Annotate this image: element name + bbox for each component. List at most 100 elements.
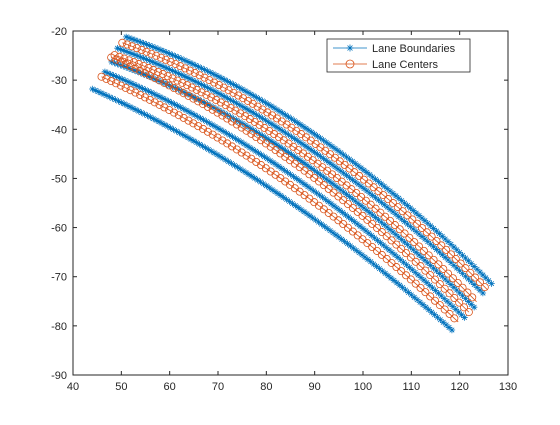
- asterisk-marker: [104, 69, 111, 77]
- asterisk-marker: [415, 230, 423, 238]
- asterisk-marker: [212, 72, 220, 79]
- circle-marker: [413, 219, 422, 228]
- circle-marker: [185, 66, 194, 75]
- asterisk-marker: [426, 282, 433, 289]
- asterisk-marker: [322, 196, 329, 203]
- circle-marker: [339, 196, 348, 205]
- asterisk-marker: [140, 40, 147, 47]
- asterisk-marker: [137, 69, 144, 77]
- asterisk-marker: [157, 62, 165, 69]
- asterisk-marker: [299, 123, 307, 130]
- circle-marker: [245, 115, 254, 124]
- circle-marker: [228, 142, 237, 151]
- legend-label: Lane Centers: [372, 59, 439, 71]
- asterisk-marker: [249, 146, 256, 153]
- circle-marker: [397, 244, 406, 253]
- asterisk-marker: [294, 137, 301, 144]
- asterisk-marker: [276, 108, 284, 115]
- circle-marker: [432, 236, 441, 245]
- circle-marker: [410, 238, 419, 247]
- asterisk-marker: [305, 127, 313, 134]
- asterisk-marker: [328, 143, 336, 150]
- asterisk-marker: [218, 75, 226, 82]
- asterisk-marker: [421, 217, 429, 224]
- asterisk-marker: [294, 155, 301, 162]
- asterisk-marker: [386, 187, 394, 195]
- asterisk-marker: [136, 83, 143, 91]
- asterisk-marker: [265, 101, 272, 108]
- circle-marker: [179, 89, 188, 98]
- asterisk-marker: [237, 165, 244, 173]
- asterisk-marker: [109, 95, 116, 102]
- circle-marker: [136, 90, 145, 99]
- asterisk-marker: [253, 111, 260, 119]
- circle-marker: [387, 258, 396, 267]
- asterisk-marker: [156, 93, 164, 101]
- asterisk-marker: [438, 292, 445, 300]
- asterisk-marker: [375, 196, 382, 204]
- asterisk-marker: [151, 44, 159, 51]
- asterisk-marker: [295, 204, 302, 211]
- asterisk-marker: [376, 265, 383, 272]
- circle-marker: [131, 64, 140, 73]
- circle-marker: [373, 246, 382, 255]
- circle-marker: [348, 227, 357, 236]
- asterisk-marker: [362, 227, 370, 235]
- asterisk-marker: [208, 147, 215, 155]
- asterisk-marker: [134, 37, 141, 45]
- asterisk-marker: [354, 180, 362, 188]
- asterisk-marker: [449, 303, 457, 310]
- asterisk-marker: [265, 118, 272, 126]
- asterisk-marker: [228, 160, 235, 167]
- asterisk-marker: [335, 233, 343, 241]
- asterisk-marker: [199, 142, 206, 150]
- asterisk-marker: [401, 218, 408, 225]
- asterisk-marker: [441, 275, 449, 283]
- asterisk-marker: [140, 70, 147, 78]
- circle-marker: [450, 293, 459, 302]
- asterisk-marker: [331, 163, 339, 170]
- asterisk-marker: [309, 214, 316, 222]
- x-tick-label: 90: [309, 381, 321, 393]
- asterisk-marker: [410, 225, 417, 233]
- asterisk-marker: [320, 173, 327, 181]
- asterisk-marker: [366, 209, 373, 216]
- circle-marker: [165, 81, 174, 90]
- asterisk-marker: [343, 153, 350, 161]
- circle-marker: [371, 204, 380, 213]
- circle-marker: [363, 215, 372, 224]
- asterisk-marker: [343, 191, 350, 198]
- circle-marker: [189, 119, 198, 128]
- asterisk-marker: [276, 125, 284, 133]
- asterisk-marker: [122, 77, 129, 84]
- asterisk-marker: [293, 175, 300, 182]
- asterisk-marker: [267, 120, 275, 127]
- asterisk-marker: [221, 110, 228, 117]
- asterisk-marker: [398, 236, 405, 243]
- circle-marker: [373, 223, 382, 232]
- asterisk-marker: [196, 141, 203, 148]
- asterisk-marker: [243, 142, 251, 149]
- circle-marker: [223, 139, 232, 148]
- circle-marker: [253, 102, 262, 111]
- circle-marker: [451, 254, 460, 263]
- lane-boundary-line: [122, 33, 495, 287]
- circle-marker: [126, 86, 135, 95]
- asterisk-marker: [415, 212, 423, 219]
- asterisk-marker: [122, 48, 130, 55]
- asterisk-marker: [241, 121, 249, 129]
- asterisk-marker: [233, 82, 240, 90]
- asterisk-marker: [369, 192, 376, 199]
- asterisk-marker: [169, 51, 176, 59]
- asterisk-marker: [215, 90, 223, 97]
- circle-marker: [141, 93, 150, 102]
- x-tick-label: 130: [499, 381, 517, 393]
- circle-marker: [272, 114, 281, 123]
- circle-marker: [226, 103, 235, 112]
- asterisk-marker: [190, 137, 198, 145]
- circle-marker: [382, 254, 391, 263]
- asterisk-marker: [399, 284, 406, 291]
- asterisk-marker: [185, 108, 193, 116]
- legend-label: Lane Boundaries: [372, 43, 456, 55]
- y-tick-label: -80: [51, 321, 67, 333]
